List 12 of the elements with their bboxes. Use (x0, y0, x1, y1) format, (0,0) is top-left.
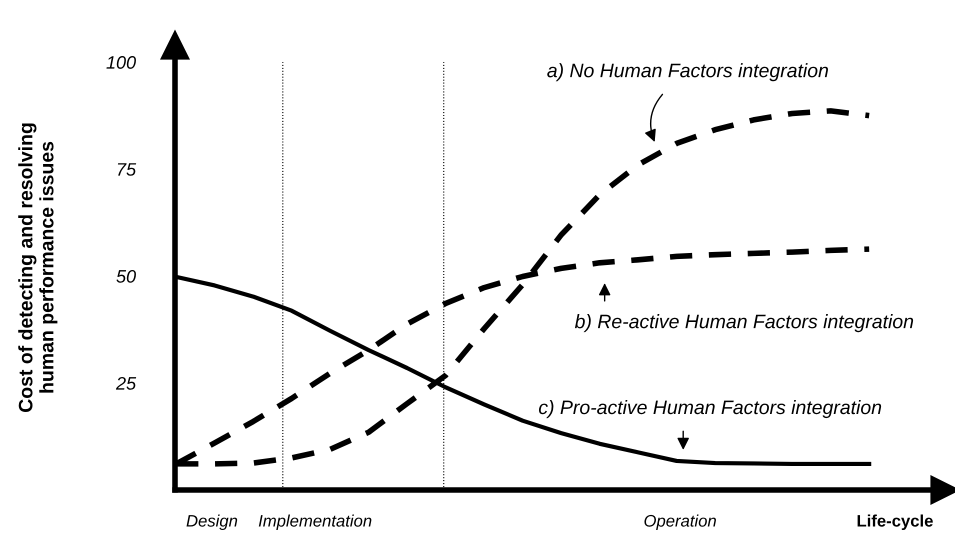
annotation: c) Pro-active Human Factors integration (538, 400, 882, 418)
y-tick-label: 25 (116, 376, 136, 390)
text: Operation (644, 514, 716, 530)
annotation: a) No Human Factors integration (547, 63, 828, 82)
text: Design (186, 514, 238, 530)
y-tick-label: 75 (118, 163, 136, 176)
y-tick-label: 100 (106, 56, 136, 69)
y-tick-label: 50 (116, 270, 136, 283)
y-axis-title: Cost of detecting and resolving human performance issues (18, 123, 58, 412)
text: Implementation (258, 514, 372, 530)
annotation: b) Re-active Human Factors integration (574, 314, 914, 332)
x-axis-title: Life-cycle (858, 514, 933, 530)
